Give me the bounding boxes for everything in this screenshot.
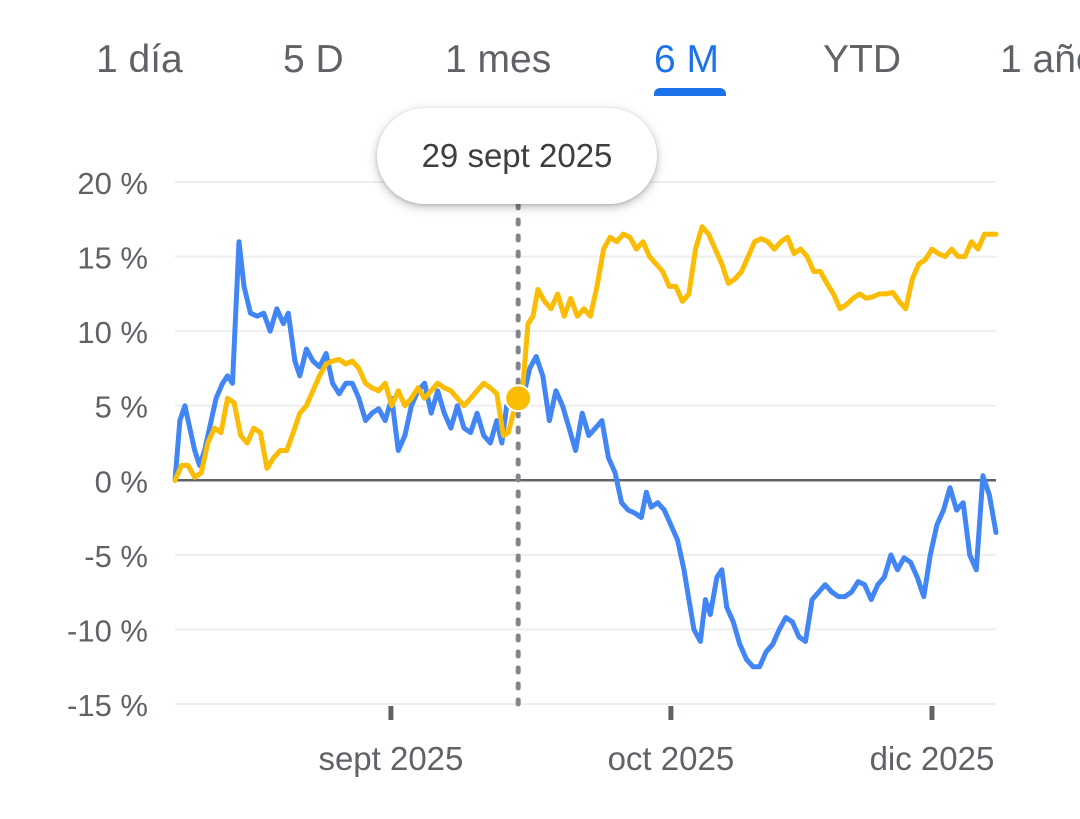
active-tab-indicator <box>654 88 726 96</box>
range-tabs: 1 día 5 D 1 mes 6 M YTD 1 año <box>0 0 1080 110</box>
y-tick-label: 0 % <box>95 464 148 499</box>
tab-6-months[interactable]: 6 M <box>654 38 720 81</box>
x-tick-label: sept 2025 <box>318 740 463 777</box>
hover-date-tooltip: 29 sept 2025 <box>377 108 657 204</box>
y-tick-label: -5 % <box>84 539 148 574</box>
y-tick-label: 20 % <box>77 166 148 201</box>
hover-point <box>504 384 533 413</box>
tab-1-day[interactable]: 1 día <box>96 38 183 81</box>
series-yellow-line <box>172 224 999 483</box>
tab-5-days[interactable]: 5 D <box>283 38 344 81</box>
x-tick-label: oct 2025 <box>608 740 735 777</box>
y-tick-label: -10 % <box>67 613 148 648</box>
tab-1-month[interactable]: 1 mes <box>445 38 552 81</box>
y-tick-label: 10 % <box>77 315 148 350</box>
y-tick-label: 15 % <box>77 241 148 276</box>
y-tick-label: 5 % <box>95 390 148 425</box>
tab-1-year[interactable]: 1 año <box>1000 38 1080 81</box>
y-tick-label: -15 % <box>67 688 148 723</box>
x-tick-label: dic 2025 <box>870 740 995 777</box>
tab-ytd[interactable]: YTD <box>823 38 901 81</box>
series-blue-line <box>172 239 999 670</box>
